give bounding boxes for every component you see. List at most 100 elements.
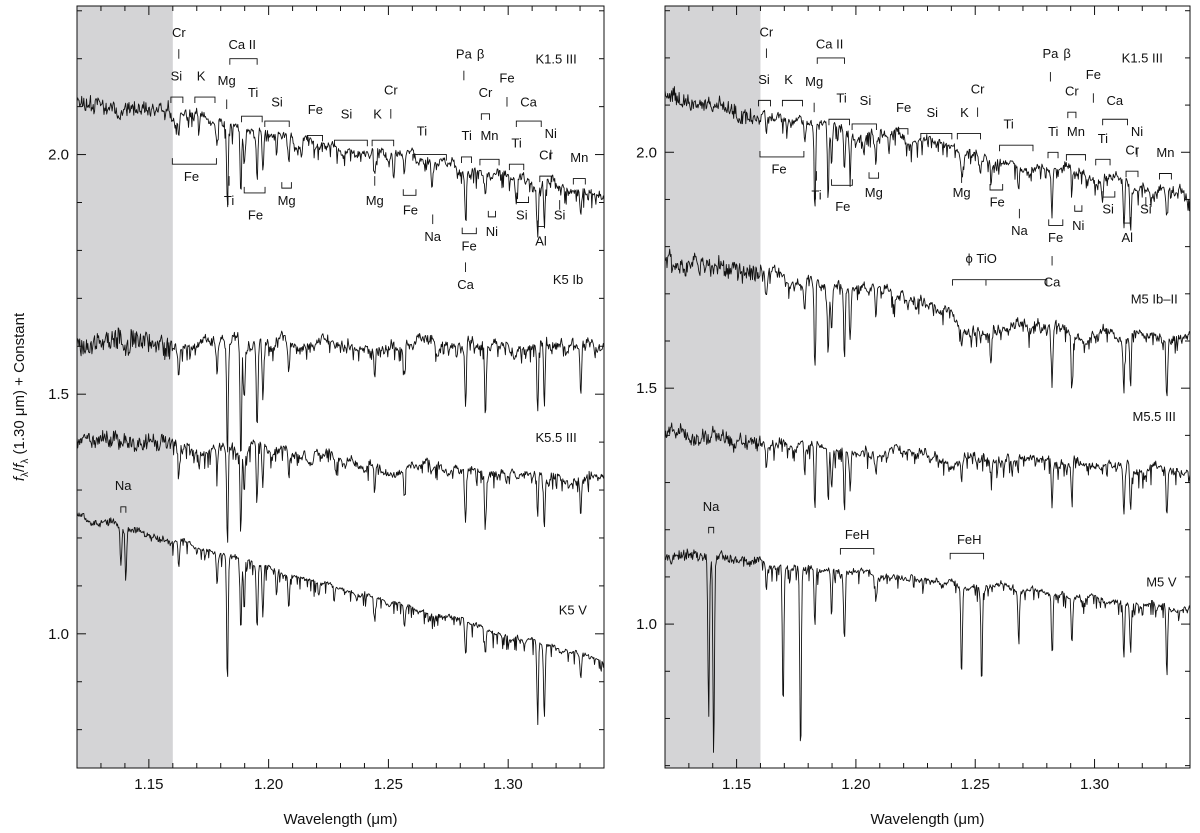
line-id-cr: Cr (479, 85, 493, 100)
line-id-feh: FeH (845, 527, 870, 542)
line-id-fe: Fe (184, 169, 199, 184)
line-id-cr-bracket (1067, 111, 1077, 119)
line-id-mg: Mg (865, 185, 883, 200)
line-id-cr-bracket (539, 175, 553, 183)
x-tick-label: 1.20 (841, 776, 870, 793)
line-id-ca-ii: Ca II (816, 36, 843, 51)
line-id-si: Si (860, 93, 872, 108)
x-tick-label: 1.30 (494, 776, 523, 793)
line-id-mn-bracket (479, 158, 500, 166)
line-id-: β (1063, 46, 1070, 61)
spectrum-label-k5-ib: K5 Ib (553, 272, 583, 287)
y-tick-label: 1.5 (48, 386, 69, 403)
left-spectra-panel: K1.5 III K5 Ib K5.5 III K5 V Cr Ca II Si K Mg Ti S… (48, 5, 605, 828)
line-id-si: Si (271, 95, 283, 110)
line-id-si-bracket (334, 139, 368, 147)
x-tick-label: 1.15 (134, 776, 163, 793)
line-id-ti-bracket (461, 156, 472, 163)
line-id-mg: Mg (366, 193, 384, 208)
line-id-na: Na (424, 229, 441, 244)
spectrum-label-k1-5-iii: K1.5 III (1122, 51, 1163, 66)
line-id-ti: Ti (811, 187, 821, 202)
line-id-si: Si (1102, 202, 1114, 217)
spectrum-line-k5-5-iii (76, 430, 605, 543)
line-id-fe-bracket (402, 189, 417, 196)
spectrum-line-k5-ib (76, 327, 605, 453)
spectrum-line-m5-5-iii (664, 422, 1191, 515)
spectrum-label-k5-v: K5 V (559, 603, 588, 618)
line-id-si: Si (554, 207, 566, 222)
line-id-pa: Pa (1042, 46, 1059, 61)
line-id-mg-bracket (868, 172, 880, 179)
line-id-ti: Ti (1098, 131, 1108, 146)
y-tick-label: 1.5 (636, 380, 657, 397)
line-id-mg: Mg (278, 193, 296, 208)
x-tick-label: 1.20 (254, 776, 283, 793)
line-id-ca-ii: Ca II (229, 37, 256, 52)
line-id-k: K (373, 107, 382, 122)
line-id-si: Si (516, 207, 528, 222)
line-id-pa: Pa (456, 47, 473, 62)
spectrum-line-k1-5-iii (664, 86, 1191, 231)
line-id-si-bracket (170, 96, 184, 104)
line-id-k: K (784, 72, 793, 87)
line-id-cr: Cr (1125, 143, 1139, 158)
line-id-na: Na (703, 499, 720, 514)
y-axis-label-slash: / (11, 467, 28, 472)
right-spectra-panel: K1.5 III M5 Ib–II M5.5 III M5 V Cr Ca II Si K Mg… (636, 5, 1191, 828)
line-id-mn: Mn (570, 150, 588, 165)
x-tick-label: 1.25 (961, 776, 990, 793)
line-id-k-bracket (781, 99, 803, 107)
spectrum-line-k1-5-iii (76, 94, 605, 238)
spectrum-label-k5-5-iii: K5.5 III (535, 430, 576, 445)
line-id-mg-bracket (281, 182, 292, 189)
spectrum-label-k1-5-iii: K1.5 III (535, 52, 576, 67)
y-tick-label: 2.0 (636, 144, 657, 161)
line-id-mn-bracket (1159, 173, 1172, 180)
line-id-mn-bracket (572, 178, 586, 185)
line-id-ti-bracket (999, 144, 1034, 152)
x-axis-label: Wavelength (μm) (284, 811, 398, 828)
line-id-tio-bracket (952, 279, 1048, 286)
line-id-fe: Fe (499, 71, 514, 86)
line-id-ni: Ni (486, 224, 498, 239)
line-id-na-bracket (120, 506, 127, 513)
y-axis-label-f2: f (11, 462, 28, 468)
line-id-mg: Mg (218, 73, 236, 88)
line-id-fe-bracket (1048, 219, 1064, 226)
line-id-fe: Fe (896, 100, 911, 115)
line-id-fe-bracket (306, 134, 323, 142)
line-id-tio: ϕ TiO (966, 251, 997, 266)
line-id-cr-bracket (480, 113, 490, 120)
spectrum-label-m5-5-iii: M5.5 III (1133, 409, 1176, 424)
line-id-cr: Cr (172, 25, 186, 40)
line-id-ti: Ti (1003, 117, 1013, 132)
line-id-fe: Fe (990, 195, 1005, 210)
line-id-fe-bracket (989, 184, 1004, 191)
line-id-feh-bracket (949, 552, 985, 560)
line-id-k: K (960, 105, 969, 120)
line-id-al-bracket (1123, 217, 1132, 224)
line-id-fe: Fe (462, 238, 477, 253)
line-id-ni: Ni (1131, 124, 1143, 139)
line-id-ca: Ca (457, 277, 474, 292)
line-id-ni-bracket (1074, 205, 1083, 212)
line-id-ni: Ni (1072, 218, 1084, 233)
line-id-k: K (197, 68, 206, 83)
y-axis-label-rest: (1.30 μm) + Constant (11, 312, 28, 459)
line-id-k-bracket (371, 139, 395, 147)
line-id-ti-bracket (1047, 151, 1059, 159)
shaded-region (77, 6, 173, 768)
line-id-fe-bracket (759, 150, 805, 158)
y-tick-label: 1.0 (48, 626, 69, 643)
line-id-ti-bracket (828, 118, 850, 126)
y-axis-label-sub1: λ (20, 472, 31, 477)
line-id-k-bracket (194, 96, 216, 104)
line-id-mn: Mn (480, 128, 498, 143)
line-id-fe-bracket (243, 186, 266, 194)
line-id-ni: Ni (545, 126, 557, 141)
line-id-feh: FeH (957, 532, 982, 547)
line-id-ca-ii-bracket (229, 58, 258, 65)
y-axis-label-sub2: λ (20, 459, 31, 464)
